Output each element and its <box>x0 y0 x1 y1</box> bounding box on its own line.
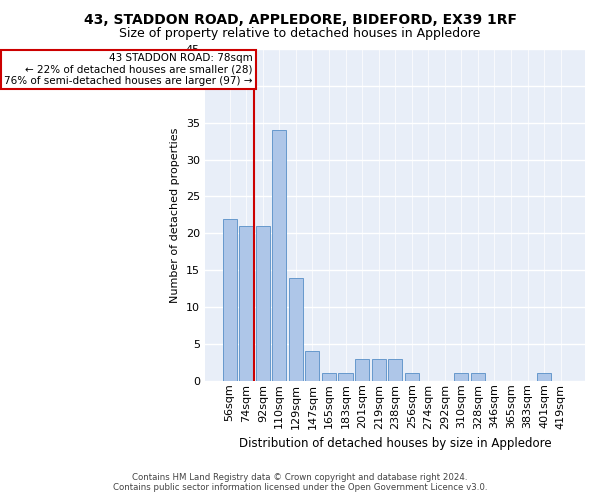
Bar <box>537 374 551 381</box>
Bar <box>454 374 469 381</box>
Bar <box>322 374 336 381</box>
Bar <box>239 226 253 381</box>
Y-axis label: Number of detached properties: Number of detached properties <box>170 127 180 302</box>
Bar <box>338 374 353 381</box>
Bar <box>289 278 303 381</box>
Bar <box>404 374 419 381</box>
Bar <box>355 358 369 381</box>
Bar <box>223 218 236 381</box>
Text: 43, STADDON ROAD, APPLEDORE, BIDEFORD, EX39 1RF: 43, STADDON ROAD, APPLEDORE, BIDEFORD, E… <box>83 12 517 26</box>
Text: Size of property relative to detached houses in Appledore: Size of property relative to detached ho… <box>119 28 481 40</box>
Bar <box>388 358 402 381</box>
Text: Contains HM Land Registry data © Crown copyright and database right 2024.
Contai: Contains HM Land Registry data © Crown c… <box>113 473 487 492</box>
Bar <box>305 352 319 381</box>
Bar <box>371 358 386 381</box>
Bar <box>272 130 286 381</box>
Text: 43 STADDON ROAD: 78sqm
← 22% of detached houses are smaller (28)
76% of semi-det: 43 STADDON ROAD: 78sqm ← 22% of detached… <box>4 52 253 86</box>
Bar <box>471 374 485 381</box>
X-axis label: Distribution of detached houses by size in Appledore: Distribution of detached houses by size … <box>239 437 551 450</box>
Bar <box>256 226 270 381</box>
